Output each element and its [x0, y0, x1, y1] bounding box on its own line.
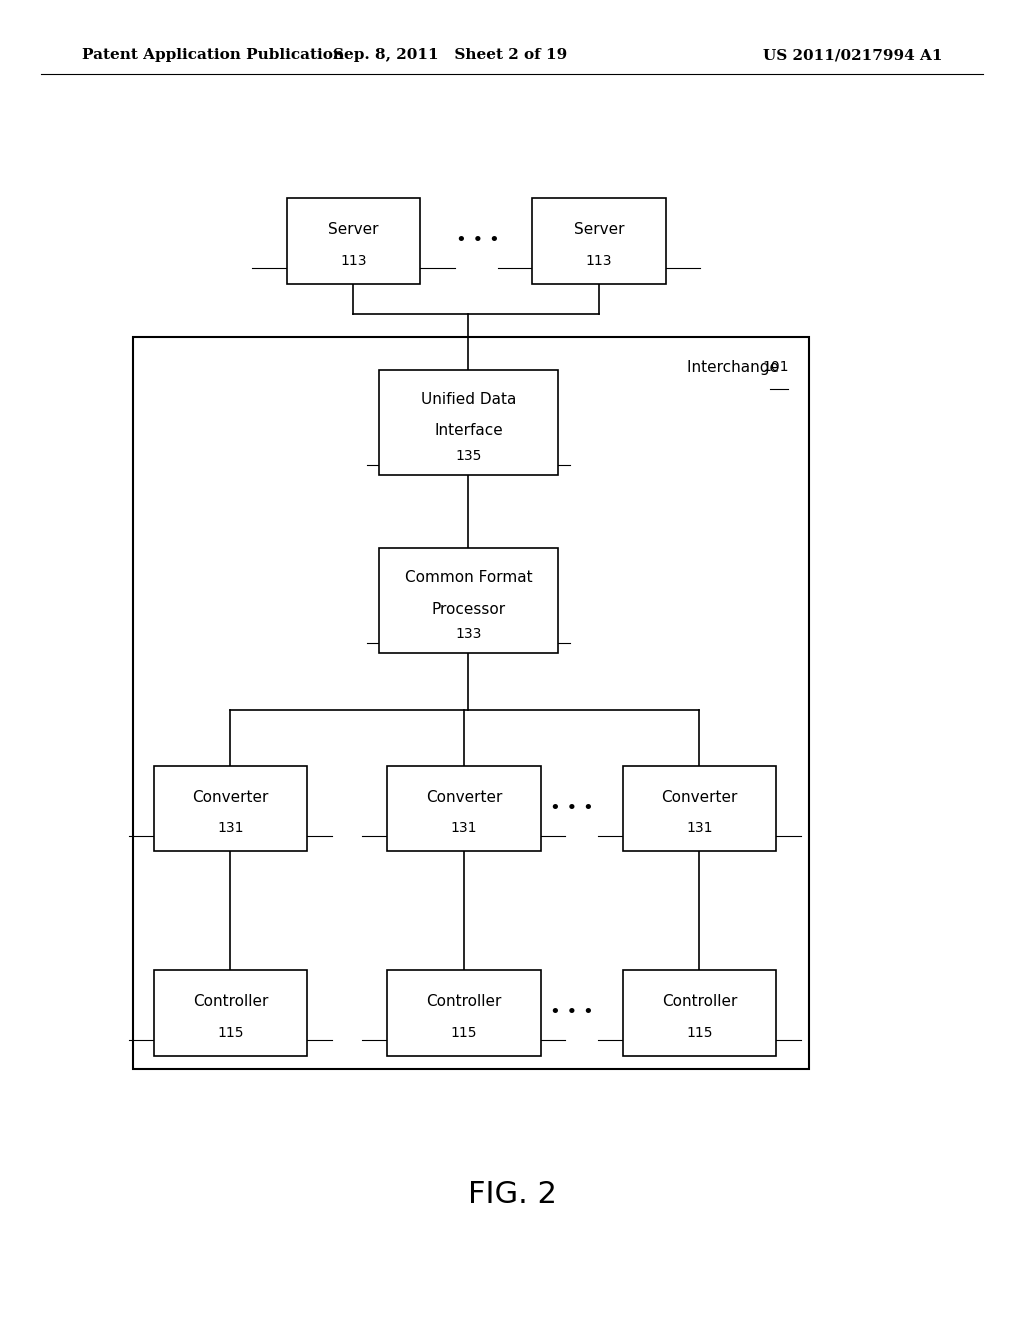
Text: Converter: Converter [662, 789, 737, 805]
Bar [287, 198, 420, 284]
Text: Patent Application Publication: Patent Application Publication [82, 49, 344, 62]
Text: Interchange: Interchange [687, 360, 788, 375]
Bar [379, 370, 558, 475]
Text: 115: 115 [217, 1026, 244, 1040]
Text: Processor: Processor [431, 602, 506, 616]
Text: Converter: Converter [193, 789, 268, 805]
Text: Controller: Controller [426, 994, 502, 1010]
Text: 131: 131 [686, 821, 713, 836]
Text: Server: Server [328, 222, 379, 238]
Bar [532, 198, 666, 284]
Text: Converter: Converter [426, 789, 502, 805]
Text: • • •: • • • [457, 231, 500, 249]
Text: US 2011/0217994 A1: US 2011/0217994 A1 [763, 49, 942, 62]
Bar [133, 337, 809, 1069]
Text: 101: 101 [762, 360, 788, 375]
Text: Unified Data: Unified Data [421, 392, 516, 407]
Bar [387, 970, 541, 1056]
Bar [154, 970, 307, 1056]
Text: Server: Server [573, 222, 625, 238]
Text: 113: 113 [586, 253, 612, 268]
Text: 135: 135 [456, 449, 481, 463]
Bar [387, 766, 541, 851]
Text: 131: 131 [451, 821, 477, 836]
Text: 133: 133 [456, 627, 481, 642]
Text: 115: 115 [451, 1026, 477, 1040]
Text: • • •: • • • [550, 1003, 593, 1022]
Text: Interface: Interface [434, 424, 503, 438]
Text: Common Format: Common Format [404, 570, 532, 585]
Text: 131: 131 [217, 821, 244, 836]
Bar [623, 766, 776, 851]
Bar [379, 548, 558, 653]
Text: 115: 115 [686, 1026, 713, 1040]
Text: Controller: Controller [662, 994, 737, 1010]
Text: 113: 113 [340, 253, 367, 268]
Text: Sep. 8, 2011   Sheet 2 of 19: Sep. 8, 2011 Sheet 2 of 19 [334, 49, 567, 62]
Text: • • •: • • • [550, 799, 593, 817]
Bar [154, 766, 307, 851]
Bar [623, 970, 776, 1056]
Text: Controller: Controller [193, 994, 268, 1010]
Text: FIG. 2: FIG. 2 [468, 1180, 556, 1209]
